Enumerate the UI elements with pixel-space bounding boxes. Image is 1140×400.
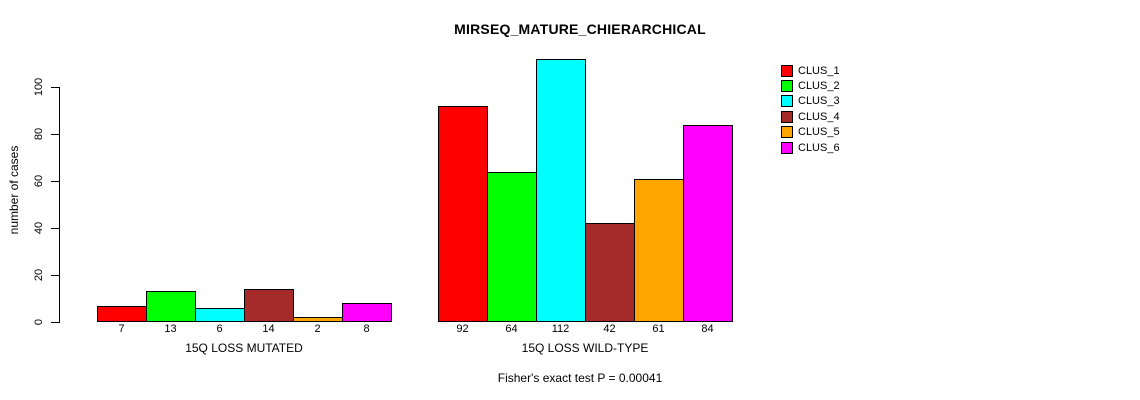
y-tick-mark: [51, 275, 59, 276]
bar-clus_5: [634, 178, 684, 322]
bar-value-label: 14: [262, 323, 275, 335]
y-tick-label: 0: [33, 318, 45, 326]
bar-value-label: 61: [652, 323, 665, 335]
y-tick-label: 100: [33, 77, 45, 97]
y-tick-mark: [51, 87, 59, 88]
legend-swatch-clus_3: [781, 95, 793, 108]
y-tick-mark: [51, 228, 59, 229]
legend-item: CLUS_3: [781, 94, 840, 109]
y-tick-label: 20: [33, 268, 45, 282]
legend-swatch-clus_5: [781, 126, 793, 139]
y-tick-label: 60: [33, 174, 45, 188]
x-group-label: 15Q LOSS WILD-TYPE: [521, 341, 649, 355]
bar-value-label: 92: [456, 323, 469, 335]
y-axis-line: [59, 87, 60, 323]
legend-item: CLUS_4: [781, 109, 840, 124]
bar-value-label: 2: [314, 323, 321, 335]
y-tick-mark: [51, 134, 59, 135]
bar-value-label: 84: [701, 323, 714, 335]
y-tick-mark: [51, 181, 59, 182]
bar-value-label: 42: [603, 323, 616, 335]
bar-clus_1: [97, 305, 147, 322]
legend-item: CLUS_2: [781, 78, 840, 93]
bar-value-label: 112: [551, 323, 570, 335]
bar-clus_4: [585, 223, 635, 322]
legend-item-label: CLUS_2: [798, 80, 840, 93]
y-tick-label: 40: [33, 221, 45, 235]
bar-value-label: 8: [363, 323, 370, 335]
legend: CLUS_1 CLUS_2 CLUS_3 CLUS_4 CLUS_5 CLUS_6: [781, 63, 840, 155]
bar-value-label: 6: [216, 323, 223, 335]
y-tick-mark: [51, 322, 59, 323]
bar-clus_2: [487, 171, 537, 322]
legend-item-label: CLUS_3: [798, 95, 840, 108]
legend-swatch-clus_4: [781, 110, 793, 123]
legend-item: CLUS_5: [781, 125, 840, 140]
bar-value-label: 64: [505, 323, 518, 335]
bar-value-label: 7: [118, 323, 125, 335]
bar-clus_2: [146, 291, 196, 322]
bar-value-label: 13: [164, 323, 177, 335]
bar-clus_1: [438, 105, 488, 322]
caption: Fisher's exact test P = 0.00041: [497, 371, 663, 385]
legend-swatch-clus_6: [781, 141, 793, 154]
legend-item-label: CLUS_1: [798, 64, 840, 77]
chart-title: MIRSEQ_MATURE_CHIERARCHICAL: [454, 21, 706, 37]
y-tick-label: 80: [33, 127, 45, 141]
x-group-label: 15Q LOSS MUTATED: [185, 341, 303, 355]
bar-clus_6: [683, 124, 733, 322]
bar-clus_5: [293, 317, 343, 322]
legend-item-label: CLUS_4: [798, 110, 840, 123]
bar-clus_3: [195, 307, 245, 322]
legend-item: CLUS_6: [781, 140, 840, 155]
legend-swatch-clus_2: [781, 80, 793, 93]
bar-clus_4: [244, 289, 294, 322]
bar-clus_6: [342, 303, 392, 322]
bar-clus_3: [536, 58, 586, 322]
legend-item-label: CLUS_5: [798, 126, 840, 139]
legend-item-label: CLUS_6: [798, 141, 840, 154]
legend-item: CLUS_1: [781, 63, 840, 78]
y-axis-label: number of cases: [7, 145, 21, 235]
legend-swatch-clus_1: [781, 64, 793, 77]
